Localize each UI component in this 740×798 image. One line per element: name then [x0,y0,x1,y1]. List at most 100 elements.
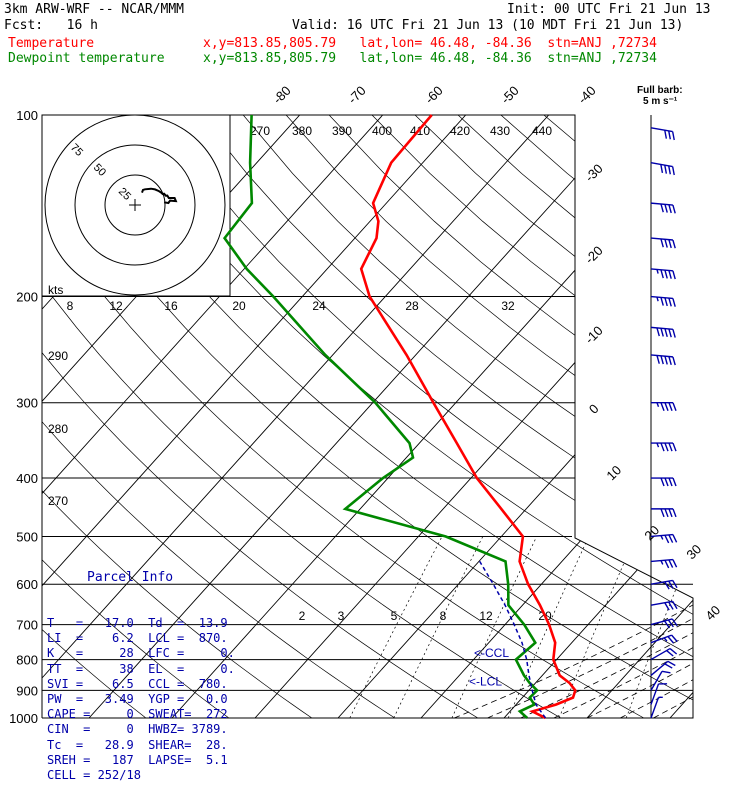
theta-label: 380 [292,124,312,138]
wind-barb-feather [661,164,663,172]
pressure-tick-label: 300 [16,396,38,411]
parcel-info-title: Parcel Info [47,570,227,585]
isotherm-line [504,115,740,718]
hodo-speed-label: 16 [164,299,178,313]
isotherm-line [670,115,740,718]
pressure-tick-label: 500 [16,529,38,544]
wind-barb-feather [661,297,663,305]
wind-barb [651,509,676,517]
isotherm-label: -20 [582,243,606,267]
barb-key-units: 5 m s⁻¹ [643,96,678,107]
wind-barb-feather [673,535,677,543]
wind-barb-feather [667,651,674,656]
dry-adiabat-line [458,115,740,731]
wind-barb-feather [661,356,663,364]
wind-barb-feather [665,329,667,337]
theta-side-label: 280 [48,422,68,436]
hodo-speed-label: 8 [67,299,74,313]
wind-barb [651,269,675,279]
theta-label: 420 [450,124,470,138]
wind-barb-feather [661,403,664,411]
theta-label: 430 [490,124,510,138]
wind-barb-feather [673,443,676,451]
wind-barb-feather [661,443,664,451]
wind-barb-feather [665,664,672,668]
wind-barb-feather [673,357,675,365]
wind-barb-feather [669,166,671,174]
wind-barb-feather [669,581,673,588]
wind-barb-feather [661,509,664,517]
wind-barb-feather [665,443,668,451]
theta-label: 270 [250,124,270,138]
wind-barb-feather [673,167,675,175]
wind-barb-feather [673,329,675,337]
wind-barb-feather [665,356,667,364]
wind-barb-feather [665,509,668,517]
hodo-speed-label: 24 [312,299,326,313]
wind-barb [651,478,676,486]
wind-barb-feather [661,478,664,486]
wind-barb-feather [657,328,659,336]
wind-barb-feather [670,649,677,654]
barb-key-label: Full barb: [637,85,683,96]
wind-barb-feather [661,239,663,247]
dry-adiabat-line [501,115,740,731]
pressure-tick-label: 400 [16,471,38,486]
temperature-line [361,115,575,718]
isotherm-line [587,115,740,718]
hodograph-units: kts [48,283,63,297]
mixing-ratio-label: 2 [299,609,306,623]
theta-label: 390 [332,124,352,138]
pressure-tick-label: 1000 [9,711,38,726]
mixing-ratio-label: 12 [479,609,493,623]
theta-label: 440 [532,124,552,138]
wind-barb-feather [673,560,677,568]
wind-barb-feather [668,661,675,665]
wind-barb-feather [669,535,673,543]
pressure-tick-label: 100 [16,108,38,123]
isotherm-label: 40 [702,602,723,623]
pressure-tick-label: 700 [16,618,38,633]
wind-barb-feather [665,535,669,543]
wind-barb [651,203,675,213]
wind-barb-feather [665,204,667,212]
wind-barb-feather [669,131,671,139]
wind-barb [651,128,674,140]
wind-barb-feather [669,240,671,248]
parcel-info-row: CELL = 252/18 [47,768,227,783]
wind-barb-feather [673,205,675,213]
dry-adiabat-line [157,115,740,731]
wind-barb-half-feather [661,536,663,540]
isotherm-line [172,115,715,718]
parcel-info-row: SREH = 187 LAPSE= 5.1 [47,753,227,768]
wind-barb-feather [673,298,675,306]
theta-label: 400 [372,124,392,138]
moist-adiabat-line [554,297,740,719]
isotherm-label: -70 [345,83,369,107]
wind-barb-feather [669,357,671,365]
wind-barb [651,327,675,337]
dewpoint-line [225,115,537,718]
pressure-tick-label: 200 [16,290,38,305]
wind-barb-feather [665,298,667,306]
pressure-tick-label: 800 [16,653,38,668]
wind-barb-feather [673,271,675,279]
wind-barb [651,403,676,411]
wind-barb [651,635,677,643]
wind-barb-feather [661,204,663,212]
wind-barb-feather [672,635,678,641]
hodo-speed-label: 12 [109,299,123,313]
mixing-ratio-label: 3 [338,609,345,623]
wind-barb-feather [669,403,672,411]
wind-barb [651,355,675,365]
moist-adiabat-line [587,297,740,719]
parcel-info-row: PW = 3.49 YGP = 0.0 [47,692,227,707]
isotherm-label: 20 [641,522,662,543]
wind-barb [651,443,676,451]
mixing-ratio-label: 8 [440,609,447,623]
isotherm-line [255,115,740,718]
pressure-tick-label: 600 [16,577,38,592]
dry-adiabat-line [372,115,740,731]
isotherm-label: -30 [582,161,606,185]
wind-barb-feather [673,132,675,140]
